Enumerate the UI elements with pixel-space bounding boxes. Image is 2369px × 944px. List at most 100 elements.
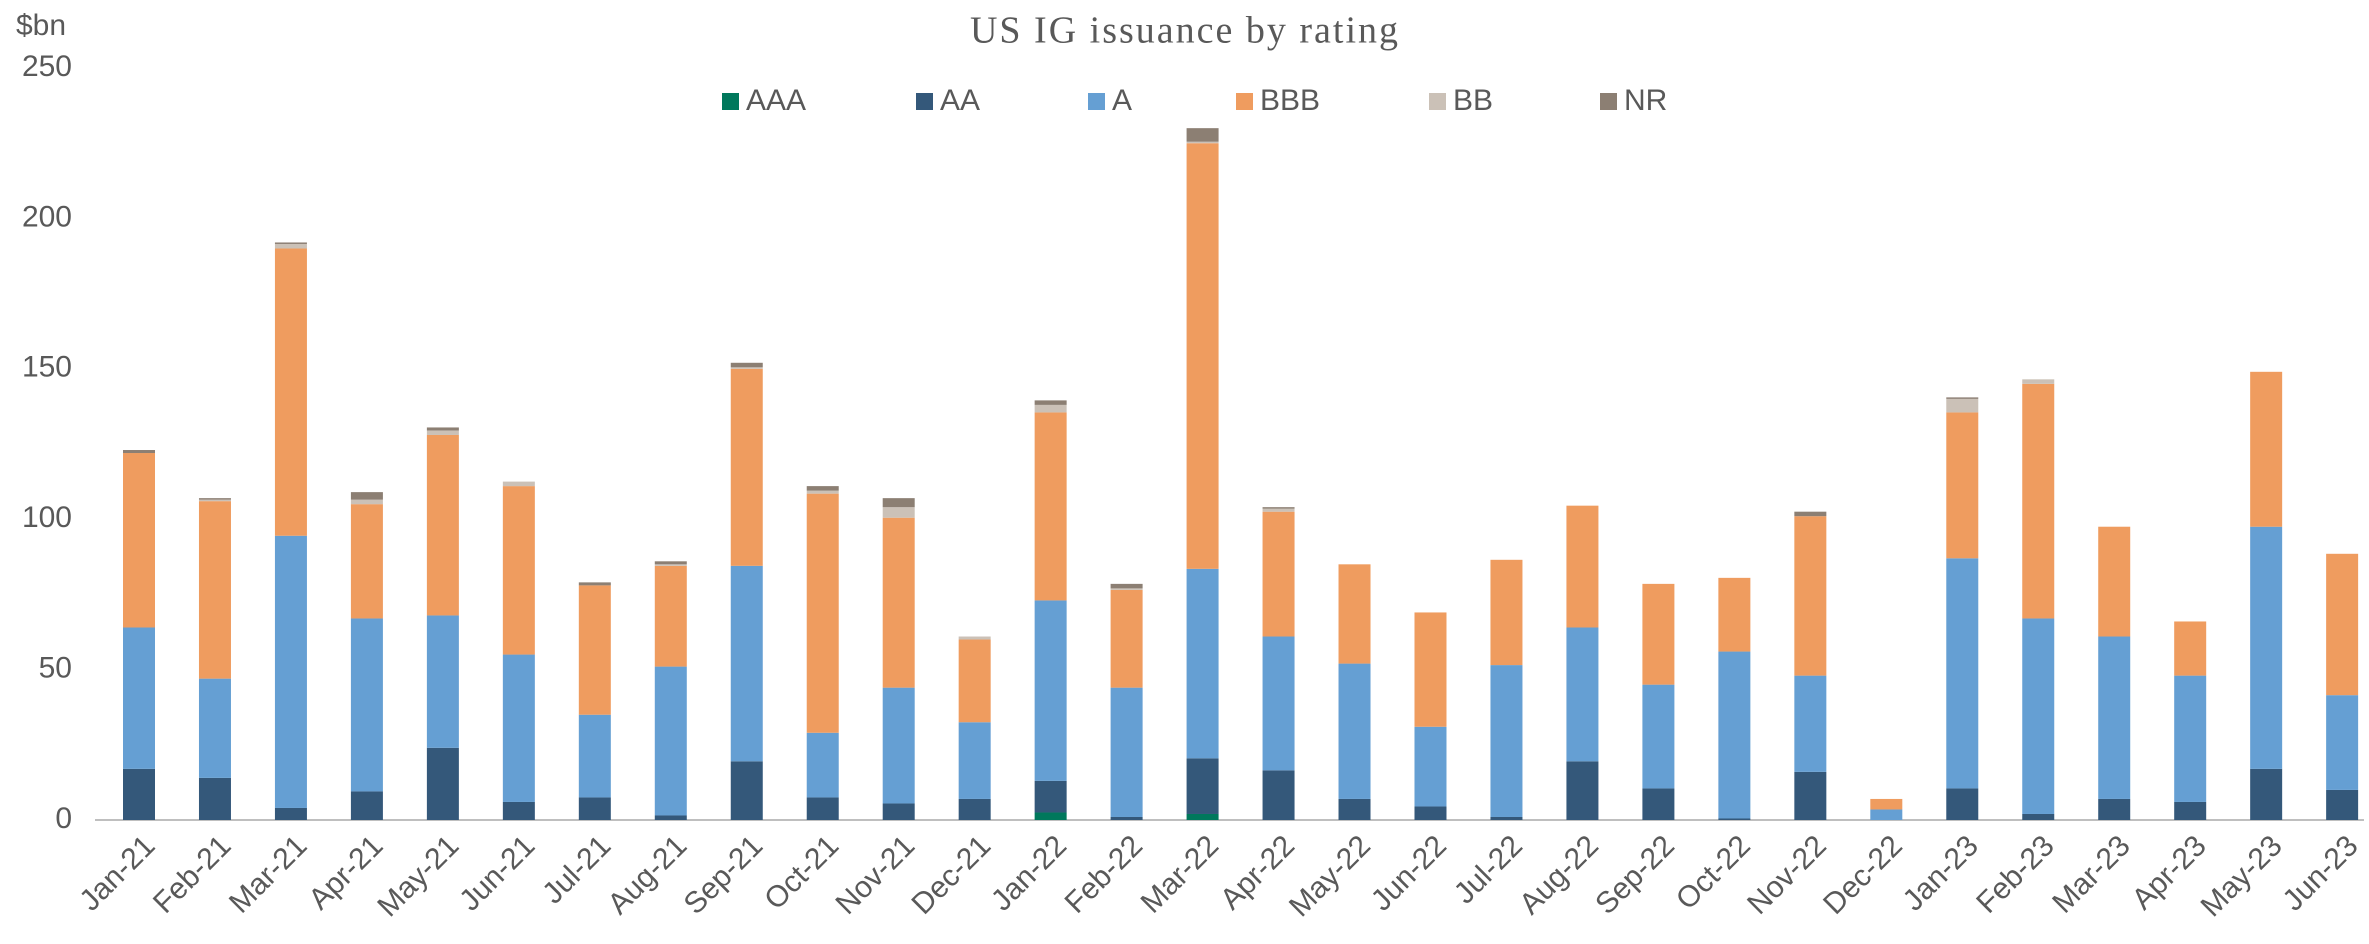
bar-segment <box>1566 627 1599 762</box>
bar-segment <box>578 714 611 798</box>
y-tick-label: 100 <box>22 501 72 534</box>
bar-segment <box>730 368 763 566</box>
bar-segment <box>1794 511 1827 517</box>
y-tick-label: 200 <box>22 200 72 233</box>
bar-segment <box>2174 621 2207 676</box>
bar-segment <box>578 797 611 820</box>
bar-segment <box>502 801 535 820</box>
bar-segment <box>1186 568 1219 759</box>
x-tick-label: May-22 <box>1283 829 1377 923</box>
bar-segment <box>806 797 839 820</box>
legend-swatch <box>722 93 739 110</box>
bar-segment <box>1794 516 1827 676</box>
bar-segment <box>1110 588 1143 590</box>
bar-segment <box>274 243 307 249</box>
bar-segment <box>654 666 687 816</box>
bar-segment <box>123 453 155 628</box>
bar-segment <box>730 367 763 369</box>
bar-segment <box>2250 526 2283 769</box>
bar-segment <box>350 618 383 792</box>
x-tick-label: Aug-22 <box>1513 829 1605 921</box>
bar-segment <box>274 242 307 244</box>
bar-segment <box>806 486 839 491</box>
legend-swatch <box>916 93 933 110</box>
legend-label: A <box>1112 84 1132 117</box>
x-tick-label: May-21 <box>371 829 465 923</box>
y-axis-label: $bn <box>16 9 66 42</box>
bar-segment <box>654 815 687 820</box>
legend-label: AAA <box>746 84 806 117</box>
bar-segment <box>123 450 155 454</box>
bar-segment <box>1186 143 1219 569</box>
y-tick-label: 0 <box>55 802 72 835</box>
bar-segment <box>1186 141 1219 144</box>
bar-segment <box>274 248 307 536</box>
bar-segment <box>274 535 307 808</box>
bar-segment <box>1338 564 1371 664</box>
x-tick-label: Dec-21 <box>905 829 997 921</box>
bar-segment <box>730 761 763 820</box>
bar-segment <box>2022 379 2055 384</box>
bar-segment <box>1262 770 1295 820</box>
y-tick-label: 50 <box>39 652 72 685</box>
bar-segment <box>730 362 763 368</box>
bar-segment <box>502 486 535 655</box>
bar-segment <box>123 768 155 820</box>
bar-segment <box>502 481 535 487</box>
bar-segment <box>426 427 459 431</box>
legend-swatch <box>1600 93 1617 110</box>
bar-segment <box>1870 809 1903 820</box>
bar-segment <box>2326 695 2359 790</box>
bar-segment <box>1946 398 1979 413</box>
y-tick-label: 250 <box>22 50 72 83</box>
bar-segment <box>1946 397 1979 399</box>
bar-segment <box>1110 583 1143 589</box>
bar-segment <box>882 687 915 804</box>
bar-segment <box>2326 789 2359 820</box>
bar-segment <box>2098 526 2131 637</box>
bar-segment <box>1718 818 1751 820</box>
bar-segment <box>426 747 459 820</box>
bar-segment <box>1034 812 1067 820</box>
bar-segment <box>1034 600 1067 781</box>
bar-segment <box>2022 813 2055 820</box>
x-tick-label: Mar-23 <box>2046 829 2137 920</box>
x-tick-label: May-23 <box>2195 829 2289 923</box>
bar-segment <box>1870 798 1903 810</box>
x-tick-label: Oct-22 <box>1670 829 1757 916</box>
bar-segment <box>654 564 687 566</box>
bar-segment <box>578 585 611 715</box>
bar-segment <box>350 499 383 505</box>
bar-segment <box>350 492 383 500</box>
legend-swatch <box>1088 93 1105 110</box>
bar-segment <box>578 582 611 586</box>
bar-segment <box>806 493 839 733</box>
bar-segment <box>958 639 991 723</box>
bar-segment <box>502 654 535 802</box>
x-tick-label: Jun-21 <box>453 829 541 917</box>
bar-segment <box>1414 806 1447 820</box>
bar-segment <box>426 615 459 748</box>
bar-segment <box>1794 675 1827 772</box>
bar-segment <box>198 678 231 778</box>
bar-segment <box>350 504 383 619</box>
bar-segment <box>806 490 839 494</box>
bar-segment <box>426 430 459 435</box>
y-tick-label: 150 <box>22 351 72 384</box>
bar-segment <box>1946 412 1979 559</box>
bar-segment <box>426 434 459 616</box>
x-tick-label: Oct-21 <box>758 829 845 916</box>
bar-segment <box>1034 404 1067 413</box>
bar-segment <box>1186 813 1219 820</box>
bar-segment <box>1642 583 1675 685</box>
bar-segment <box>1110 687 1143 817</box>
bar-segment <box>1262 511 1295 637</box>
x-tick-label: Feb-22 <box>1059 829 1150 920</box>
bar-segment <box>2174 801 2207 820</box>
bar-segment <box>2098 636 2131 799</box>
bar-segment <box>730 565 763 762</box>
bar-segment <box>274 807 307 820</box>
bar-segment <box>1946 558 1979 789</box>
bar-segment <box>882 803 915 820</box>
bar-segment <box>654 561 687 565</box>
